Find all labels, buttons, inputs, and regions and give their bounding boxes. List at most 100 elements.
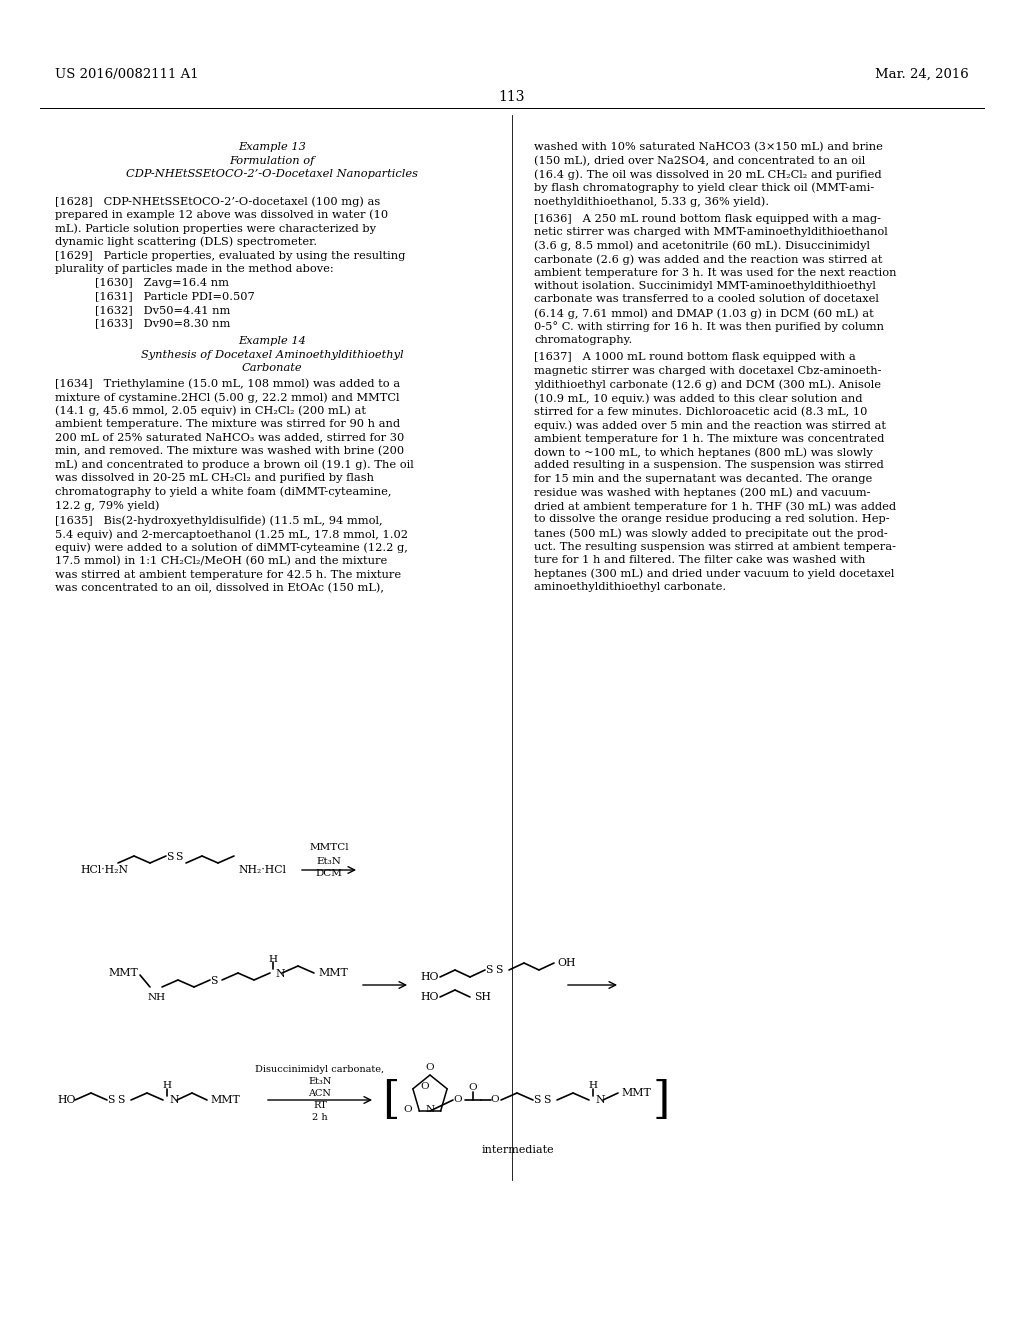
Text: for 15 min and the supernatant was decanted. The orange: for 15 min and the supernatant was decan… bbox=[534, 474, 872, 484]
Text: ]: ] bbox=[653, 1078, 671, 1122]
Text: N: N bbox=[595, 1096, 604, 1105]
Text: noethyldithioethanol, 5.33 g, 36% yield).: noethyldithioethanol, 5.33 g, 36% yield)… bbox=[534, 195, 769, 206]
Text: stirred for a few minutes. Dichloroacetic acid (8.3 mL, 10: stirred for a few minutes. Dichloroaceti… bbox=[534, 407, 867, 417]
Text: ambient temperature for 3 h. It was used for the next reaction: ambient temperature for 3 h. It was used… bbox=[534, 268, 896, 277]
Text: O: O bbox=[426, 1063, 434, 1072]
Text: HCl·H₂N: HCl·H₂N bbox=[80, 865, 128, 875]
Text: [1637]   A 1000 mL round bottom flask equipped with a: [1637] A 1000 mL round bottom flask equi… bbox=[534, 352, 856, 363]
Text: Example 14: Example 14 bbox=[238, 337, 306, 346]
Text: S: S bbox=[108, 1096, 115, 1105]
Text: [1630]   Zavg=16.4 nm: [1630] Zavg=16.4 nm bbox=[95, 279, 229, 288]
Text: S: S bbox=[496, 965, 503, 975]
Text: intermediate: intermediate bbox=[481, 1144, 554, 1155]
Text: 17.5 mmol) in 1:1 CH₂Cl₂/MeOH (60 mL) and the mixture: 17.5 mmol) in 1:1 CH₂Cl₂/MeOH (60 mL) an… bbox=[55, 556, 387, 566]
Text: tanes (500 mL) was slowly added to precipitate out the prod-: tanes (500 mL) was slowly added to preci… bbox=[534, 528, 888, 539]
Text: MMT: MMT bbox=[318, 968, 348, 978]
Text: dynamic light scattering (DLS) spectrometer.: dynamic light scattering (DLS) spectrome… bbox=[55, 236, 317, 247]
Text: (14.1 g, 45.6 mmol, 2.05 equiv) in CH₂Cl₂ (200 mL) at: (14.1 g, 45.6 mmol, 2.05 equiv) in CH₂Cl… bbox=[55, 405, 366, 416]
Text: [1634]   Triethylamine (15.0 mL, 108 mmol) was added to a: [1634] Triethylamine (15.0 mL, 108 mmol)… bbox=[55, 379, 400, 389]
Text: Mar. 24, 2016: Mar. 24, 2016 bbox=[876, 69, 969, 81]
Text: N: N bbox=[425, 1105, 434, 1114]
Text: chromatography.: chromatography. bbox=[534, 335, 632, 345]
Text: MMT: MMT bbox=[621, 1088, 650, 1098]
Text: Formulation of: Formulation of bbox=[229, 156, 314, 165]
Text: HO: HO bbox=[57, 1096, 76, 1105]
Text: S: S bbox=[544, 1096, 551, 1105]
Text: yldithioethyl carbonate (12.6 g) and DCM (300 mL). Anisole: yldithioethyl carbonate (12.6 g) and DCM… bbox=[534, 380, 881, 391]
Text: ambient temperature for 1 h. The mixture was concentrated: ambient temperature for 1 h. The mixture… bbox=[534, 433, 885, 444]
Text: H: H bbox=[163, 1081, 171, 1090]
Text: to dissolve the orange residue producing a red solution. Hep-: to dissolve the orange residue producing… bbox=[534, 515, 890, 524]
Text: equiv.) was added over 5 min and the reaction was stirred at: equiv.) was added over 5 min and the rea… bbox=[534, 420, 886, 430]
Text: chromatography to yield a white foam (diMMT-cyteamine,: chromatography to yield a white foam (di… bbox=[55, 487, 391, 498]
Text: plurality of particles made in the method above:: plurality of particles made in the metho… bbox=[55, 264, 334, 275]
Text: 12.2 g, 79% yield): 12.2 g, 79% yield) bbox=[55, 500, 160, 511]
Text: (150 mL), dried over Na2SO4, and concentrated to an oil: (150 mL), dried over Na2SO4, and concent… bbox=[534, 156, 865, 166]
Text: (16.4 g). The oil was dissolved in 20 mL CH₂Cl₂ and purified: (16.4 g). The oil was dissolved in 20 mL… bbox=[534, 169, 882, 180]
Text: (10.9 mL, 10 equiv.) was added to this clear solution and: (10.9 mL, 10 equiv.) was added to this c… bbox=[534, 393, 862, 404]
Text: 113: 113 bbox=[499, 90, 525, 104]
Text: MMTCl: MMTCl bbox=[309, 843, 349, 853]
Text: Disuccinimidyl carbonate,: Disuccinimidyl carbonate, bbox=[255, 1065, 385, 1074]
Text: [1636]   A 250 mL round bottom flask equipped with a mag-: [1636] A 250 mL round bottom flask equip… bbox=[534, 214, 881, 223]
Text: O: O bbox=[469, 1084, 477, 1093]
Text: MMT: MMT bbox=[109, 968, 138, 978]
Text: carbonate was transferred to a cooled solution of docetaxel: carbonate was transferred to a cooled so… bbox=[534, 294, 879, 305]
Text: NH: NH bbox=[148, 993, 166, 1002]
Text: dried at ambient temperature for 1 h. THF (30 mL) was added: dried at ambient temperature for 1 h. TH… bbox=[534, 502, 896, 512]
Text: S: S bbox=[534, 1096, 541, 1105]
Text: O: O bbox=[421, 1082, 429, 1092]
Text: ACN: ACN bbox=[308, 1089, 332, 1098]
Text: Example 13: Example 13 bbox=[238, 143, 306, 152]
Text: carbonate (2.6 g) was added and the reaction was stirred at: carbonate (2.6 g) was added and the reac… bbox=[534, 253, 883, 264]
Text: RT: RT bbox=[313, 1101, 327, 1110]
Text: SH: SH bbox=[474, 993, 490, 1002]
Text: O: O bbox=[490, 1096, 500, 1105]
Text: NH₂·HCl: NH₂·HCl bbox=[238, 865, 286, 875]
Text: ambient temperature. The mixture was stirred for 90 h and: ambient temperature. The mixture was sti… bbox=[55, 418, 400, 429]
Text: 5.4 equiv) and 2-mercaptoethanol (1.25 mL, 17.8 mmol, 1.02: 5.4 equiv) and 2-mercaptoethanol (1.25 m… bbox=[55, 529, 408, 540]
Text: 2 h: 2 h bbox=[312, 1114, 328, 1122]
Text: N: N bbox=[169, 1096, 178, 1105]
Text: [1631]   Particle PDI=0.507: [1631] Particle PDI=0.507 bbox=[95, 292, 255, 301]
Text: CDP-NHEtSSEtOCO-2’-O-Docetaxel Nanoparticles: CDP-NHEtSSEtOCO-2’-O-Docetaxel Nanoparti… bbox=[126, 169, 418, 180]
Text: S: S bbox=[210, 975, 218, 986]
Text: added resulting in a suspension. The suspension was stirred: added resulting in a suspension. The sus… bbox=[534, 461, 884, 470]
Text: MMT: MMT bbox=[210, 1096, 240, 1105]
Text: prepared in example 12 above was dissolved in water (10: prepared in example 12 above was dissolv… bbox=[55, 210, 388, 220]
Text: mL). Particle solution properties were characterized by: mL). Particle solution properties were c… bbox=[55, 223, 376, 234]
Text: Et₃N: Et₃N bbox=[316, 857, 341, 866]
Text: [1629]   Particle properties, evaluated by using the resulting: [1629] Particle properties, evaluated by… bbox=[55, 251, 406, 261]
Text: mixture of cystamine.2HCl (5.00 g, 22.2 mmol) and MMTCl: mixture of cystamine.2HCl (5.00 g, 22.2 … bbox=[55, 392, 399, 403]
Text: O: O bbox=[403, 1105, 412, 1114]
Text: by flash chromatography to yield clear thick oil (MMT-ami-: by flash chromatography to yield clear t… bbox=[534, 182, 874, 193]
Text: aminoethyldithioethyl carbonate.: aminoethyldithioethyl carbonate. bbox=[534, 582, 726, 591]
Text: [1628]   CDP-NHEtSSEtOCO-2’-O-docetaxel (100 mg) as: [1628] CDP-NHEtSSEtOCO-2’-O-docetaxel (1… bbox=[55, 195, 380, 206]
Text: Carbonate: Carbonate bbox=[242, 363, 302, 374]
Text: N: N bbox=[275, 969, 285, 979]
Text: was concentrated to an oil, dissolved in EtOAc (150 mL),: was concentrated to an oil, dissolved in… bbox=[55, 583, 384, 594]
Text: DCM: DCM bbox=[315, 870, 342, 879]
Text: HO: HO bbox=[420, 972, 438, 982]
Text: [: [ bbox=[382, 1078, 399, 1122]
Text: 0-5° C. with stirring for 16 h. It was then purified by column: 0-5° C. with stirring for 16 h. It was t… bbox=[534, 322, 884, 333]
Text: was stirred at ambient temperature for 42.5 h. The mixture: was stirred at ambient temperature for 4… bbox=[55, 569, 401, 579]
Text: Synthesis of Docetaxel Aminoethyldithioethyl: Synthesis of Docetaxel Aminoethyldithioe… bbox=[140, 350, 403, 359]
Text: min, and removed. The mixture was washed with brine (200: min, and removed. The mixture was washed… bbox=[55, 446, 404, 457]
Text: US 2016/0082111 A1: US 2016/0082111 A1 bbox=[55, 69, 199, 81]
Text: [1633]   Dv90=8.30 nm: [1633] Dv90=8.30 nm bbox=[95, 318, 230, 329]
Text: ture for 1 h and filtered. The filter cake was washed with: ture for 1 h and filtered. The filter ca… bbox=[534, 554, 865, 565]
Text: (6.14 g, 7.61 mmol) and DMAP (1.03 g) in DCM (60 mL) at: (6.14 g, 7.61 mmol) and DMAP (1.03 g) in… bbox=[534, 308, 873, 318]
Text: OH: OH bbox=[557, 958, 575, 968]
Text: equiv) were added to a solution of diMMT-cyteamine (12.2 g,: equiv) were added to a solution of diMMT… bbox=[55, 543, 408, 553]
Text: S: S bbox=[118, 1096, 125, 1105]
Text: [1635]   Bis(2-hydroxyethyldisulfide) (11.5 mL, 94 mmol,: [1635] Bis(2-hydroxyethyldisulfide) (11.… bbox=[55, 516, 383, 527]
Text: down to ~100 mL, to which heptanes (800 mL) was slowly: down to ~100 mL, to which heptanes (800 … bbox=[534, 447, 872, 458]
Text: [1632]   Dv50=4.41 nm: [1632] Dv50=4.41 nm bbox=[95, 305, 230, 315]
Text: washed with 10% saturated NaHCO3 (3×150 mL) and brine: washed with 10% saturated NaHCO3 (3×150 … bbox=[534, 143, 883, 152]
Text: residue was washed with heptanes (200 mL) and vacuum-: residue was washed with heptanes (200 mL… bbox=[534, 487, 870, 498]
Text: 200 mL of 25% saturated NaHCO₃ was added, stirred for 30: 200 mL of 25% saturated NaHCO₃ was added… bbox=[55, 433, 404, 442]
Text: netic stirrer was charged with MMT-aminoethyldithioethanol: netic stirrer was charged with MMT-amino… bbox=[534, 227, 888, 238]
Text: uct. The resulting suspension was stirred at ambient tempera-: uct. The resulting suspension was stirre… bbox=[534, 541, 896, 552]
Text: heptanes (300 mL) and dried under vacuum to yield docetaxel: heptanes (300 mL) and dried under vacuum… bbox=[534, 569, 894, 579]
